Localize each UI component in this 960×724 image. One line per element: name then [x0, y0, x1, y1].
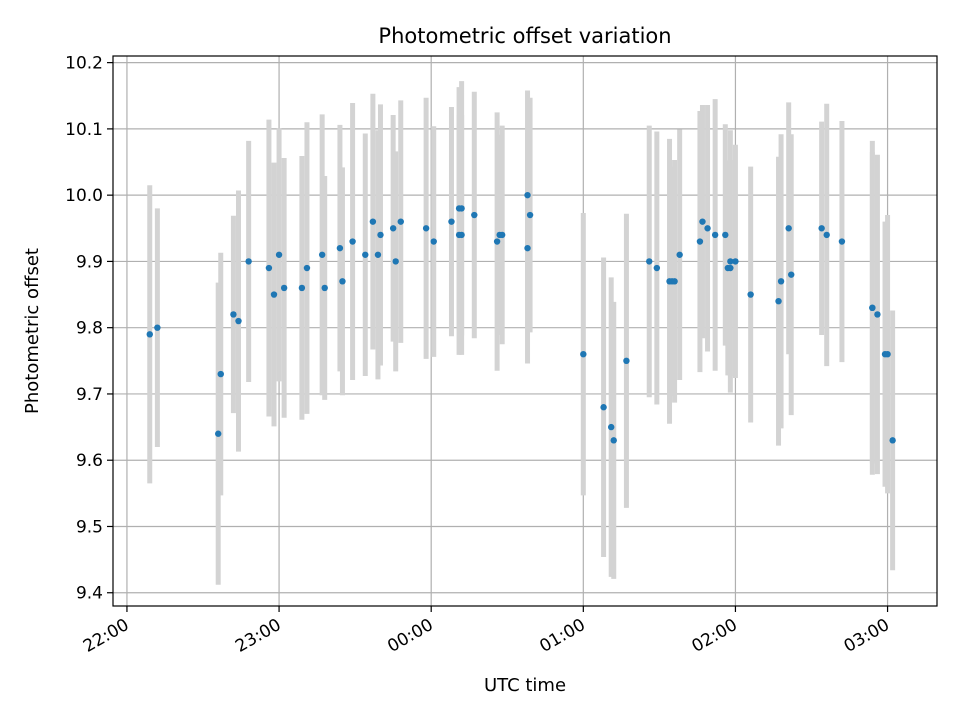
data-point — [727, 258, 734, 265]
data-point — [245, 258, 252, 265]
data-point — [823, 231, 830, 239]
x-tick-label: 03:00 — [841, 615, 893, 657]
y-tick-label: 9.7 — [76, 385, 103, 405]
x-tick-label: 23:00 — [232, 615, 284, 657]
data-point — [154, 324, 161, 331]
data-point — [339, 278, 346, 285]
data-point — [471, 211, 478, 219]
data-point — [788, 271, 795, 278]
data-point — [397, 218, 404, 225]
data-point — [722, 231, 729, 239]
data-point — [727, 264, 734, 272]
data-point — [349, 238, 356, 245]
y-tick-label: 9.6 — [76, 451, 103, 471]
data-point — [869, 304, 876, 312]
data-point — [270, 291, 278, 298]
y-tick-label: 9.4 — [76, 584, 103, 604]
data-point — [336, 244, 344, 252]
data-point — [580, 350, 587, 358]
data-point — [377, 231, 384, 239]
x-tick-label: 02:00 — [689, 615, 741, 657]
data-point — [524, 244, 531, 252]
data-point — [653, 264, 661, 272]
data-point — [775, 297, 782, 305]
data-point — [671, 278, 678, 285]
data-point — [889, 437, 896, 444]
data-point — [280, 284, 288, 292]
data-point — [711, 231, 719, 239]
data-point — [884, 350, 891, 358]
data-point — [458, 205, 465, 212]
data-point — [275, 251, 283, 258]
y-tick-label: 10.2 — [65, 54, 103, 74]
data-point — [676, 251, 683, 258]
y-axis-label: Photometric offset — [22, 248, 43, 414]
data-point — [704, 225, 711, 232]
data-point-layer — [146, 191, 896, 444]
data-point — [524, 191, 531, 199]
data-point — [493, 238, 501, 245]
plot-frame — [112, 55, 938, 607]
data-point — [623, 357, 630, 365]
data-point — [369, 218, 377, 225]
data-point — [458, 231, 465, 239]
data-point — [777, 278, 785, 285]
data-point — [235, 317, 242, 325]
data-point — [362, 251, 369, 258]
data-point — [430, 238, 437, 245]
errorbar-layer — [147, 81, 896, 585]
data-point — [526, 211, 534, 219]
y-tick-label: 9.8 — [76, 319, 103, 339]
data-point — [217, 370, 224, 378]
y-tick-label: 9.9 — [76, 252, 103, 272]
data-point — [374, 251, 382, 258]
data-point — [265, 264, 273, 272]
data-point — [448, 218, 455, 225]
data-point — [610, 437, 617, 444]
x-tick-label: 00:00 — [384, 615, 436, 657]
data-point — [230, 311, 237, 318]
data-point — [818, 225, 825, 232]
data-point — [146, 331, 153, 338]
data-point — [600, 404, 607, 411]
data-point — [838, 238, 846, 245]
data-point — [392, 258, 399, 265]
data-point — [215, 430, 222, 437]
y-tick-label: 9.5 — [76, 517, 103, 537]
data-point — [696, 238, 704, 245]
data-point — [389, 225, 397, 232]
data-point — [498, 231, 506, 239]
y-tick-label: 10.1 — [65, 120, 103, 140]
data-point — [422, 225, 430, 232]
data-point — [298, 284, 306, 292]
data-point — [732, 258, 739, 265]
data-point — [318, 251, 326, 258]
data-point — [747, 291, 754, 298]
x-tick-label: 01:00 — [536, 615, 588, 657]
data-point — [321, 284, 328, 292]
data-point — [699, 218, 706, 225]
data-point — [646, 258, 653, 265]
chart-title: Photometric offset variation — [378, 24, 671, 48]
data-point — [785, 225, 792, 232]
data-point — [303, 264, 311, 272]
x-axis-label: UTC time — [484, 675, 566, 696]
y-tick-label: 10.0 — [65, 186, 103, 206]
x-tick-label: 22:00 — [80, 615, 132, 657]
data-point — [874, 311, 881, 318]
data-point — [608, 423, 615, 431]
tick-layer: 22:00 23:00 00:00 01:00 02:00 03:00 9.4 9.5 9.6 9… — [65, 54, 893, 657]
